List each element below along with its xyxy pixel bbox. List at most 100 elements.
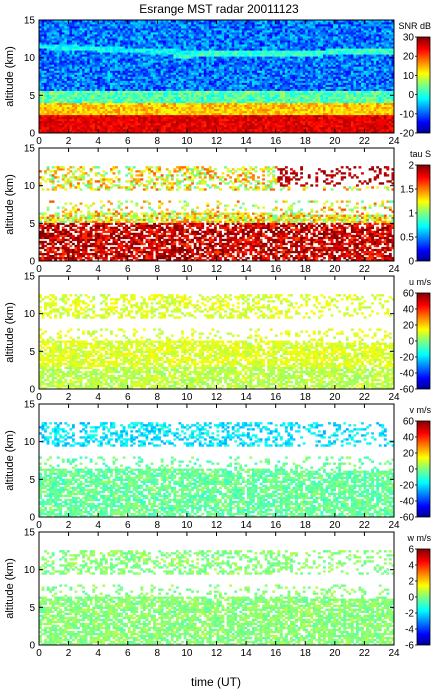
y-tick-label: 15 [24, 16, 36, 27]
y-tick-label: 15 [24, 272, 36, 283]
x-tick-label: 24 [388, 520, 400, 531]
colorbar-tick-label: 40 [403, 305, 415, 316]
x-tick-label: 10 [181, 264, 193, 275]
colorbar-w [416, 548, 431, 646]
colorbar-v [416, 420, 431, 518]
x-tick-label: 2 [66, 392, 72, 403]
x-tick-label: 16 [270, 520, 282, 531]
y-tick-label: 0 [29, 385, 35, 396]
colorbar-tick-label: 0 [408, 90, 414, 101]
colorbar-tick-label: 0.5 [400, 233, 414, 244]
x-tick-label: 22 [359, 136, 371, 147]
x-tick-label: 8 [155, 136, 161, 147]
colorbar-tick-label: 60 [403, 417, 415, 428]
y-tick-label: 10 [24, 53, 36, 64]
x-tick-label: 22 [359, 392, 371, 403]
colorbar-label: w m/s [407, 533, 432, 543]
y-tick-label: 15 [24, 144, 36, 155]
x-tick-label: 6 [125, 392, 131, 403]
y-tick-label: 5 [29, 603, 35, 614]
colorbar-label: tau S [410, 149, 431, 159]
x-tick-label: 12 [211, 392, 223, 403]
x-tick-label: 10 [181, 392, 193, 403]
colorbar-tick-label: -2 [405, 609, 414, 620]
colorbar-tick-label: -20 [400, 129, 415, 140]
x-tick-label: 2 [66, 136, 72, 147]
colorbar-tick-label: 4 [408, 561, 414, 572]
x-tick-label: 18 [300, 392, 312, 403]
heatmap-cells-w [39, 550, 395, 646]
y-tick-label: 5 [29, 219, 35, 230]
x-tick-label: 18 [300, 136, 312, 147]
y-axis-label: altitude (km) [4, 302, 16, 363]
figure-title: Esrange MST radar 20011123 [139, 2, 299, 16]
x-tick-label: 14 [241, 392, 253, 403]
colorbar-tick-label: 40 [403, 433, 415, 444]
x-tick-label: 22 [359, 648, 371, 659]
colorbar-tick-label: -60 [400, 385, 415, 396]
x-tick-label: 12 [211, 136, 223, 147]
x-tick-label: 0 [36, 392, 42, 403]
colorbar-tick-label: -40 [400, 369, 415, 380]
x-tick-label: 8 [155, 264, 161, 275]
y-tick-label: 5 [29, 91, 35, 102]
y-tick-label: 0 [29, 641, 35, 652]
x-tick-label: 14 [241, 520, 253, 531]
x-tick-label: 6 [125, 136, 131, 147]
heatmap-cells-tau [39, 166, 395, 262]
x-tick-label: 20 [329, 264, 341, 275]
x-tick-label: 6 [125, 264, 131, 275]
colorbar-tick-label: 1 [408, 209, 414, 220]
colorbar-tick-label: 0 [408, 465, 414, 476]
x-tick-label: 2 [66, 648, 72, 659]
x-tick-label: 20 [329, 136, 341, 147]
x-tick-label: 8 [155, 648, 161, 659]
x-tick-label: 24 [388, 264, 400, 275]
y-axis-label: altitude (km) [4, 430, 16, 491]
x-tick-label: 20 [329, 392, 341, 403]
x-tick-label: 14 [241, 264, 253, 275]
colorbar-tick-label: -20 [400, 353, 415, 364]
colorbar-SNR [416, 36, 431, 134]
y-tick-label: 5 [29, 475, 35, 486]
x-tick-label: 22 [359, 520, 371, 531]
x-tick-label: 8 [155, 392, 161, 403]
x-tick-label: 20 [329, 520, 341, 531]
colorbar-tick-label: 20 [403, 321, 415, 332]
x-tick-label: 14 [241, 136, 253, 147]
x-tick-label: 10 [181, 648, 193, 659]
colorbar-tick-label: -60 [400, 513, 415, 524]
colorbar-tick-label: 6 [408, 545, 414, 556]
colorbar-tick-label: 2 [408, 577, 414, 588]
x-tick-label: 0 [36, 520, 42, 531]
x-tick-label: 14 [241, 648, 253, 659]
y-tick-label: 15 [24, 400, 36, 411]
x-tick-label: 12 [211, 520, 223, 531]
colorbar-label: v m/s [410, 405, 432, 415]
colorbar-tick-label: 30 [403, 33, 415, 44]
y-axis-label: altitude (km) [4, 174, 16, 235]
colorbar-tick-label: -10 [400, 109, 415, 120]
colorbar-tick-label: 2 [408, 161, 414, 172]
colorbar-tick-label: 0 [408, 337, 414, 348]
y-tick-label: 5 [29, 347, 35, 358]
y-tick-label: 10 [24, 437, 36, 448]
y-tick-label: 0 [29, 257, 35, 268]
x-tick-label: 16 [270, 392, 282, 403]
y-tick-label: 10 [24, 309, 36, 320]
x-tick-label: 24 [388, 392, 400, 403]
colorbar-tick-label: -20 [400, 481, 415, 492]
x-tick-label: 10 [181, 136, 193, 147]
y-axis-label: altitude (km) [4, 558, 16, 619]
colorbar-tick-label: 0 [408, 257, 414, 268]
x-tick-label: 16 [270, 648, 282, 659]
x-tick-label: 6 [125, 520, 131, 531]
x-tick-label: 0 [36, 648, 42, 659]
